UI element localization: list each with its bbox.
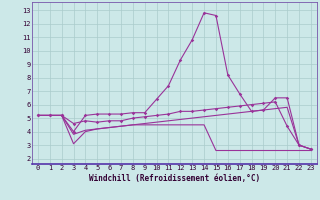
X-axis label: Windchill (Refroidissement éolien,°C): Windchill (Refroidissement éolien,°C) [89,174,260,183]
